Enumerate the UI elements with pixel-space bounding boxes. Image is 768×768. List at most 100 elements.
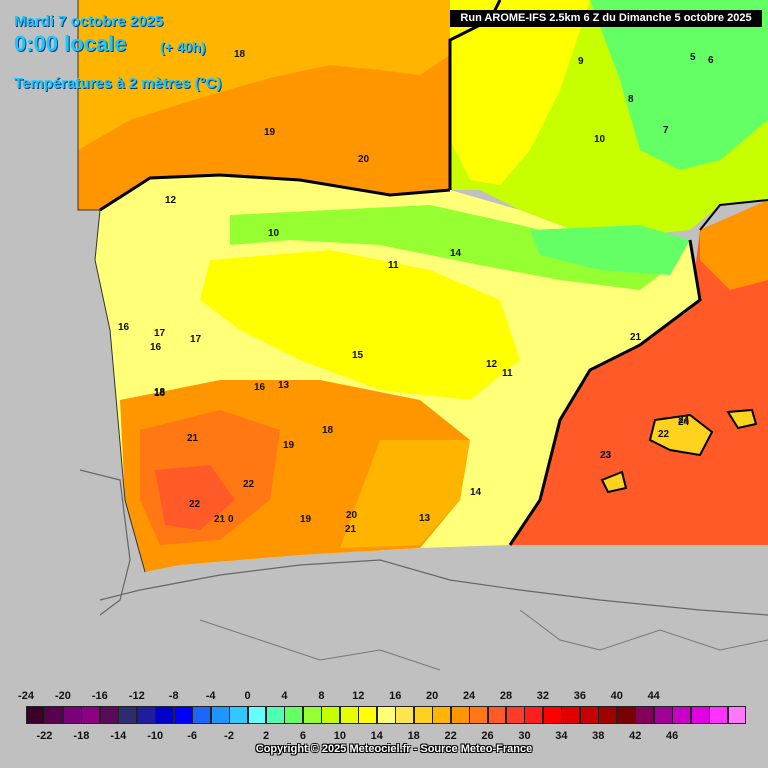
legend-bottom-label: 6 [299, 730, 306, 742]
map-label: 21 [214, 514, 226, 525]
color-legend: -24 -20 -16 -12 -8 -4 0 4 8 12 16 20 24 28 32 36 40 44 -2… [0, 680, 768, 768]
legend-swatch [321, 706, 341, 724]
map-label: 15 [352, 350, 364, 361]
border-line-2 [519, 609, 768, 651]
legend-bottom-label: 14 [370, 730, 383, 742]
map-value-labels: 18 19 20 12 10 11 14 15 16 17 18 13 21 2… [118, 49, 714, 535]
legend-top-label: 4 [281, 690, 288, 702]
legend-top-label: 12 [352, 690, 365, 702]
run-info: Run AROME-IFS 2.5km 6 Z du Dimanche 5 oc… [450, 10, 762, 27]
map-label: 0 [228, 514, 234, 525]
legend-bottom-label: -10 [147, 730, 164, 742]
legend-top-label: -20 [54, 690, 71, 702]
map-label: 20 [358, 154, 370, 165]
legend-bottom-label: -22 [36, 730, 53, 742]
legend-swatch [690, 706, 710, 724]
map-label: 19 [283, 440, 295, 451]
legend-swatch [542, 706, 562, 724]
legend-swatch [358, 706, 378, 724]
legend-top-label: 16 [389, 690, 402, 702]
map-label: 18 [154, 388, 166, 399]
legend-top-label: -16 [91, 690, 108, 702]
map-label: 13 [278, 380, 290, 391]
legend-swatch [192, 706, 212, 724]
legend-swatch [672, 706, 692, 724]
map-label: 10 [268, 228, 280, 239]
domain-edge [77, 0, 146, 573]
legend-swatch [173, 706, 193, 724]
legend-bottom-label: 38 [592, 730, 605, 742]
legend-swatch [136, 706, 156, 724]
legend-swatch [653, 706, 673, 724]
pyrenees-cold [530, 225, 690, 275]
legend-bottom-label: 18 [407, 730, 420, 742]
legend-bottom-label: -6 [187, 730, 198, 742]
biscay-warm [78, 0, 450, 150]
map-label: 6 [708, 55, 714, 66]
legend-bottom-label: 26 [481, 730, 494, 742]
map-label: 21 [630, 332, 642, 343]
map-label: 11 [388, 260, 399, 271]
map-label: 23 [600, 450, 612, 461]
legend-top-label: 36 [573, 690, 586, 702]
legend-swatch [44, 706, 64, 724]
legend-top-label: -8 [168, 690, 179, 702]
map-label: 19 [300, 514, 312, 525]
legend-top-label: 44 [647, 690, 660, 702]
map-label: 24 [678, 415, 690, 426]
legend-bottom-label: 46 [666, 730, 679, 742]
map-label: 20 [346, 510, 358, 521]
map-label: 14 [470, 487, 482, 498]
legend-top-label: -12 [128, 690, 145, 702]
legend-swatch [81, 706, 101, 724]
legend-top-label: -24 [18, 690, 34, 702]
legend-swatch [395, 706, 415, 724]
legend-swatch [155, 706, 175, 724]
forecast-date: Mardi 7 octobre 2025 [14, 13, 164, 30]
legend-swatch [229, 706, 249, 724]
balearic-ibiza [600, 470, 628, 494]
map-label: 12 [165, 195, 177, 206]
legend-top-label: 40 [610, 690, 623, 702]
copyright: Copyright © 2025 Meteociel.fr - Source M… [255, 743, 533, 755]
map-label: 22 [189, 499, 201, 510]
legend-top-label: 8 [318, 690, 325, 702]
map-label: 7 [663, 125, 669, 136]
france-west [450, 0, 590, 185]
map-label: 24 [678, 417, 690, 428]
legend-bottom-label: 30 [518, 730, 531, 742]
meseta [200, 250, 520, 400]
map-label: 14 [450, 248, 462, 259]
lion-coast [699, 199, 768, 231]
legend-swatch [432, 706, 452, 724]
legend-swatch [62, 706, 82, 724]
legend-swatch [727, 706, 747, 724]
lead-time: (+ 40h) [160, 39, 206, 55]
map-label: 22 [658, 429, 670, 440]
lion-gulf [700, 200, 768, 290]
map-label: 18 [322, 425, 334, 436]
legend-swatch [524, 706, 544, 724]
north-coast [99, 173, 451, 212]
legend-bottom-label: -2 [224, 730, 234, 742]
legend-bottom-label: 34 [555, 730, 568, 742]
map-label: 23 [600, 450, 612, 461]
legend-swatch [266, 706, 285, 724]
map-label: 9 [578, 56, 584, 67]
france-cool [590, 0, 768, 170]
border-line [199, 619, 441, 671]
map-label: 16 [254, 382, 266, 393]
portugal-coast [79, 469, 131, 616]
parameter-title: Températures à 2 mètres (°C) [14, 75, 222, 92]
balearic-menorca [726, 408, 758, 430]
legend-swatch [210, 706, 230, 724]
map-label: 17 [190, 334, 202, 345]
map-label: 21 [345, 524, 357, 535]
legend-bottom-label: 22 [444, 730, 457, 742]
map-label: 18 [234, 49, 246, 60]
legend-swatch [302, 706, 322, 724]
legend-swatch [709, 706, 729, 724]
map-label: 16 [150, 342, 162, 353]
legend-top-label: 32 [536, 690, 550, 702]
